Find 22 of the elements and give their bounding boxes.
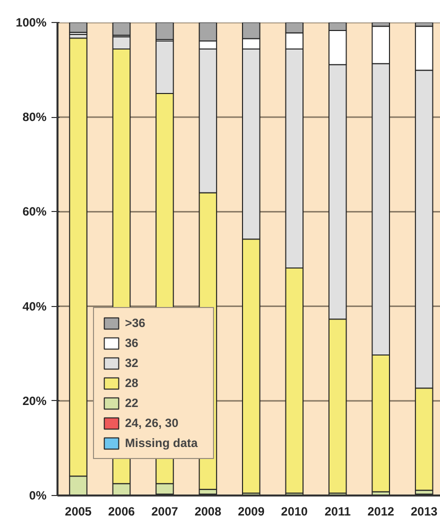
x-tick-label: 2007 <box>151 504 178 518</box>
x-tick-label: 2010 <box>281 504 308 518</box>
y-tick-label: 80% <box>22 110 47 124</box>
x-tick-label: 2013 <box>410 504 438 518</box>
x-tick-label: 2009 <box>238 504 265 518</box>
y-tick-label: 100% <box>16 16 47 30</box>
y-tick-label: 60% <box>22 204 47 219</box>
legend-label: 28 <box>125 376 140 390</box>
legend-label: Missing data <box>125 436 199 450</box>
x-tick-label: 2005 <box>64 504 92 518</box>
x-tick-label: 2008 <box>194 504 222 518</box>
y-tick-label: 0% <box>29 488 47 502</box>
legend-label: 32 <box>125 356 140 370</box>
x-tick-label: 2011 <box>324 504 351 518</box>
x-tick-label: 2012 <box>368 504 395 518</box>
x-tick-label: 2006 <box>108 504 136 518</box>
legend-label: >36 <box>125 316 146 330</box>
legend-label: 24, 26, 30 <box>125 416 180 430</box>
legend-label: 36 <box>125 336 140 350</box>
y-tick-label: 40% <box>22 299 47 314</box>
legend-label: 22 <box>125 396 140 410</box>
y-tick-label: 20% <box>22 394 47 408</box>
